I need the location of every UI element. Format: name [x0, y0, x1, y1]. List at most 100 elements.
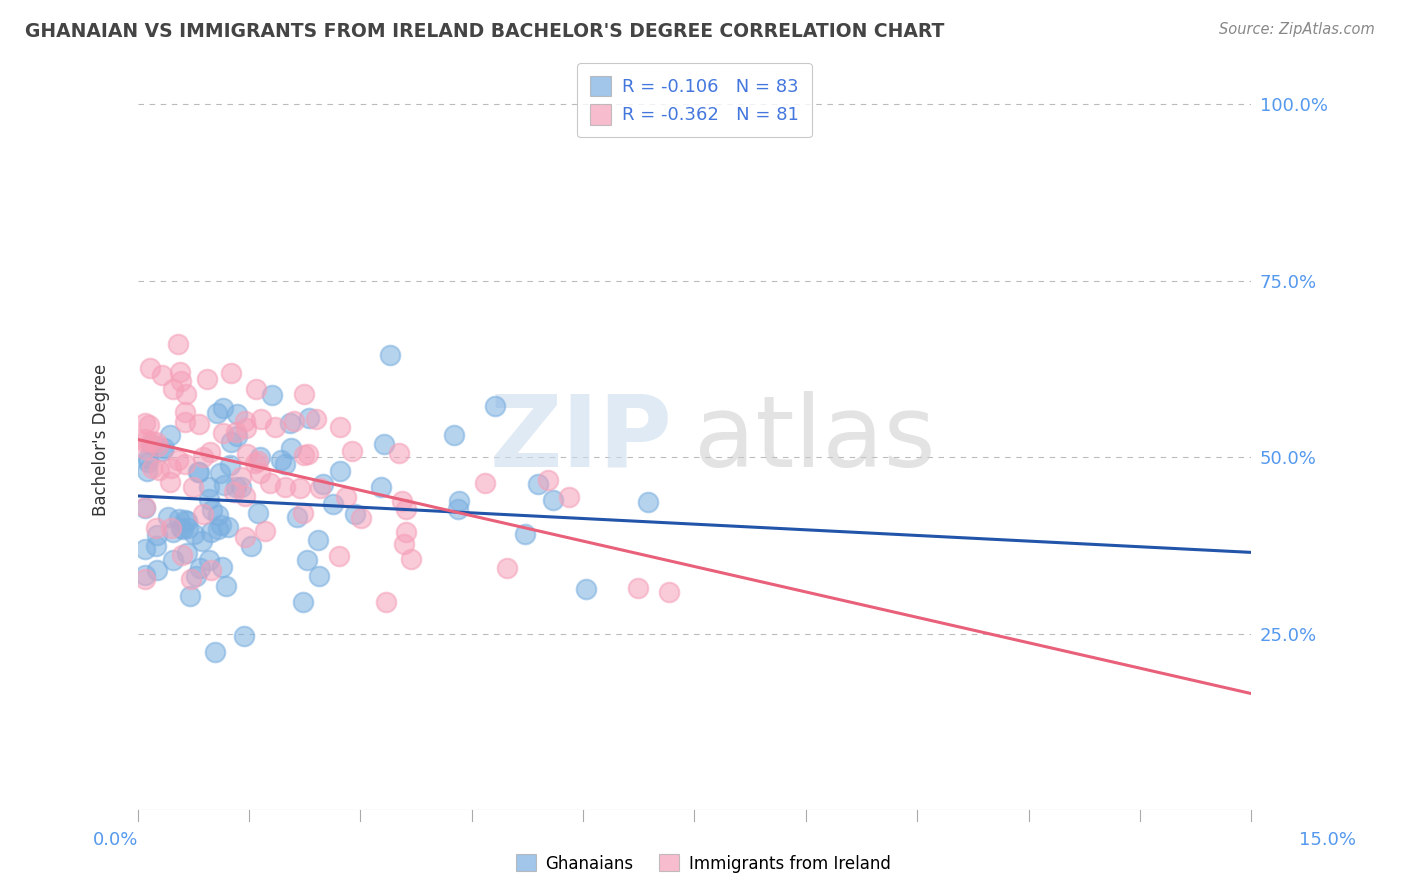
Point	[260, 388, 283, 402]
Point	[263, 419, 285, 434]
Text: Bachelor's Degree: Bachelor's Degree	[91, 363, 110, 516]
Text: atlas: atlas	[695, 391, 936, 488]
Point	[134, 573, 156, 587]
Point	[150, 368, 173, 382]
Point	[322, 497, 344, 511]
Point	[219, 366, 242, 380]
Point	[225, 425, 247, 439]
Point	[150, 443, 173, 458]
Point	[307, 533, 329, 547]
Point	[212, 401, 235, 416]
Point	[162, 553, 184, 567]
Point	[225, 480, 247, 494]
Point	[212, 425, 235, 440]
Point	[159, 427, 181, 442]
Point	[225, 408, 247, 422]
Point	[285, 510, 308, 524]
Point	[329, 464, 352, 478]
Point	[134, 501, 156, 516]
Point	[309, 481, 332, 495]
Point	[240, 539, 263, 553]
Point	[274, 457, 297, 471]
Text: 15.0%: 15.0%	[1299, 831, 1355, 849]
Point	[134, 567, 156, 582]
Point	[627, 581, 650, 595]
Point	[399, 551, 422, 566]
Point	[207, 522, 229, 536]
Legend: R = -0.106   N = 83, R = -0.362   N = 81: R = -0.106 N = 83, R = -0.362 N = 81	[576, 63, 811, 137]
Point	[558, 490, 581, 504]
Point	[205, 406, 228, 420]
Point	[193, 450, 215, 465]
Point	[197, 372, 219, 386]
Point	[245, 382, 267, 396]
Point	[280, 441, 302, 455]
Point	[188, 561, 211, 575]
Point	[235, 421, 257, 435]
Point	[378, 348, 401, 362]
Point	[370, 480, 392, 494]
Point	[225, 428, 247, 442]
Point	[159, 475, 181, 490]
Point	[217, 519, 239, 533]
Point	[162, 382, 184, 396]
Point	[308, 569, 330, 583]
Point	[160, 461, 183, 475]
Point	[148, 439, 170, 453]
Point	[312, 476, 335, 491]
Point	[291, 595, 314, 609]
Point	[527, 477, 550, 491]
Point	[176, 514, 198, 528]
Point	[328, 549, 350, 563]
Point	[335, 490, 357, 504]
Point	[219, 458, 242, 472]
Point	[246, 454, 269, 468]
Point	[200, 563, 222, 577]
Point	[174, 415, 197, 429]
Point	[198, 552, 221, 566]
Point	[292, 448, 315, 462]
Point	[170, 521, 193, 535]
Point	[138, 417, 160, 432]
Point	[170, 549, 193, 563]
Point	[305, 411, 328, 425]
Point	[141, 461, 163, 475]
Point	[139, 437, 162, 451]
Point	[537, 473, 560, 487]
Point	[181, 480, 204, 494]
Point	[270, 453, 292, 467]
Point	[208, 466, 231, 480]
Point	[447, 501, 470, 516]
Point	[183, 527, 205, 541]
Point	[190, 533, 212, 548]
Point	[160, 520, 183, 534]
Point	[249, 450, 271, 464]
Point	[288, 481, 311, 495]
Point	[170, 374, 193, 388]
Point	[297, 553, 319, 567]
Point	[395, 524, 418, 539]
Point	[187, 465, 209, 479]
Point	[229, 480, 252, 494]
Point	[139, 360, 162, 375]
Point	[349, 511, 371, 525]
Point	[340, 443, 363, 458]
Point	[204, 645, 226, 659]
Point	[145, 435, 167, 450]
Point	[236, 447, 259, 461]
Point	[298, 411, 321, 425]
Point	[201, 503, 224, 517]
Point	[135, 464, 157, 478]
Point	[139, 434, 162, 449]
Point	[207, 508, 229, 522]
Point	[233, 489, 256, 503]
Point	[166, 337, 188, 351]
Point	[145, 539, 167, 553]
Point	[395, 501, 418, 516]
Point	[496, 561, 519, 575]
Point	[283, 414, 305, 428]
Point	[153, 442, 176, 456]
Point	[179, 589, 201, 603]
Point	[148, 462, 170, 476]
Point	[329, 420, 352, 434]
